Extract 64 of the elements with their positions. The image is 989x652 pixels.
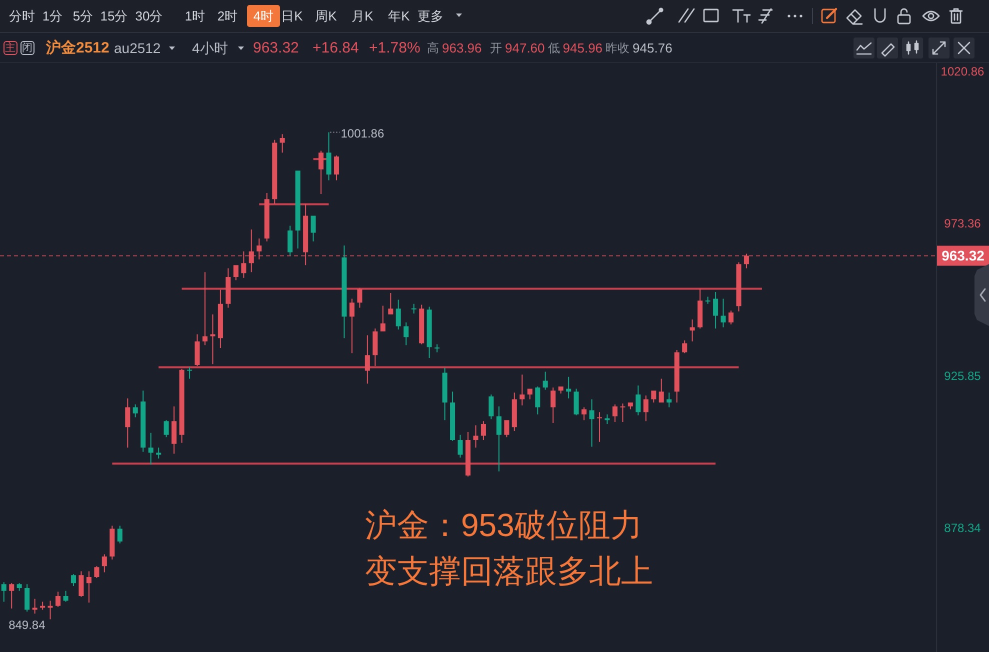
candlestick	[48, 600, 53, 620]
text: 4时	[253, 8, 274, 24]
candlestick	[473, 425, 478, 448]
candlestick	[596, 412, 602, 442]
annotation: 变支撑回落跟多北上	[365, 553, 653, 589]
text: 15分	[100, 8, 128, 24]
text: 月K	[352, 8, 374, 24]
candlestick	[280, 134, 285, 153]
text: 963.32	[253, 40, 299, 56]
y-tick-label: 878.34	[944, 520, 982, 535]
chart-title: 沪金2512	[45, 38, 110, 56]
text: 963.96	[442, 40, 482, 56]
y-tick-label: 1020.86	[940, 64, 985, 78]
text: 1时	[184, 8, 206, 24]
y-tick-label: 925.85	[944, 368, 982, 383]
candlestick	[582, 407, 587, 420]
text: 945.96	[562, 40, 603, 56]
text: +1.78%	[369, 40, 420, 56]
text: 昨收	[606, 41, 630, 55]
candlestick	[342, 246, 347, 338]
text: 2时	[217, 8, 238, 24]
candlestick	[388, 292, 394, 314]
text: 年K	[388, 8, 410, 24]
candlestick	[705, 296, 710, 304]
text: 30分	[135, 8, 163, 24]
candlestick	[736, 262, 742, 312]
text: 闭	[22, 42, 33, 54]
text: 947.60	[505, 40, 545, 56]
candlestick	[194, 334, 200, 366]
text: 5分	[72, 8, 94, 24]
candlestick	[411, 304, 416, 314]
text: 主	[5, 41, 16, 54]
candlestick	[148, 432, 154, 465]
text: 分时	[9, 8, 35, 24]
chart-subtitle: au2512	[114, 40, 161, 56]
candlestick	[690, 320, 695, 342]
text: 周K	[315, 8, 338, 24]
y-tick-label: 973.36	[944, 216, 982, 231]
candlestick	[63, 590, 68, 602]
candlestick	[604, 414, 610, 424]
annotation: 沪金：953破位阻力	[365, 507, 642, 543]
text: 1分	[42, 8, 63, 24]
text: 低	[548, 41, 560, 55]
candlestick	[620, 403, 626, 422]
annotation: 849.84	[8, 618, 46, 632]
annotation: 1001.86	[340, 126, 384, 140]
text: 更多	[418, 8, 444, 24]
text: 高	[427, 41, 439, 55]
candlestick	[202, 272, 208, 346]
candlestick	[589, 399, 594, 447]
text: 开	[490, 41, 502, 55]
text: 日K	[281, 8, 304, 24]
candlestick	[210, 314, 216, 364]
candlestick	[566, 376, 572, 398]
candlestick	[9, 583, 14, 608]
candlestick	[434, 344, 440, 352]
candlestick	[40, 602, 46, 610]
candlestick	[720, 298, 726, 328]
ref-line-label: 963.32	[942, 248, 985, 264]
text: 945.76	[632, 40, 672, 56]
text: +16.84	[312, 40, 359, 56]
candlestick	[520, 374, 525, 406]
text: 4小时	[192, 40, 228, 56]
candlestick	[187, 366, 192, 379]
